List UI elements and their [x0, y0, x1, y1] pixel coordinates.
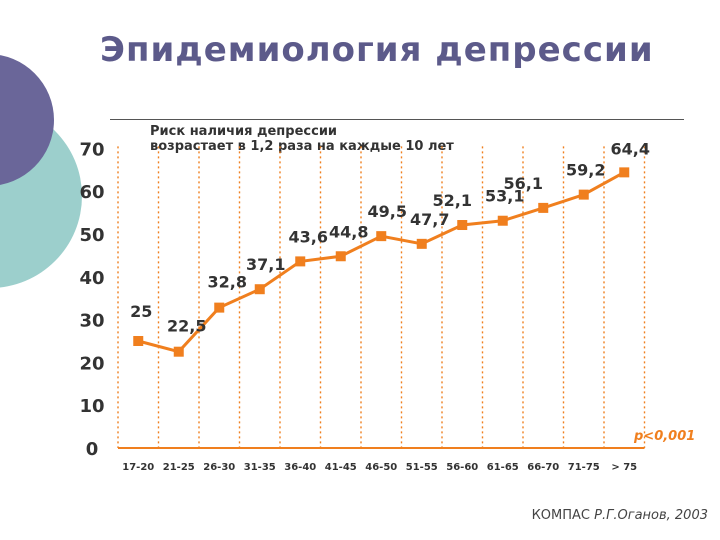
- y-tick-label: 0: [86, 439, 99, 460]
- annotation-line-2: возрастает в 1,2 раза на каждые 10 лет: [150, 139, 454, 154]
- x-tick-label: 51-55: [406, 462, 438, 473]
- data-point-marker: [538, 202, 549, 213]
- data-label: 53,1: [485, 187, 524, 206]
- data-point-marker: [497, 215, 508, 226]
- x-tick-label: 36-40: [284, 462, 316, 473]
- x-tick-label: 21-25: [163, 462, 195, 473]
- data-label: 52,1: [433, 191, 472, 210]
- data-point-marker: [376, 231, 387, 242]
- x-tick-label: 26-30: [203, 462, 235, 473]
- y-tick-label: 60: [79, 182, 104, 203]
- x-tick-label: 41-45: [325, 462, 357, 473]
- series-line: [137, 171, 625, 354]
- x-tick-label: 66-70: [527, 462, 559, 473]
- y-tick-label: 10: [79, 396, 104, 417]
- y-tick-label: 50: [79, 225, 104, 246]
- data-point-marker: [214, 302, 225, 313]
- data-label: 22,5: [167, 317, 206, 336]
- x-tick-label: > 75: [611, 462, 637, 473]
- x-tick-label: 31-35: [244, 462, 276, 473]
- x-tick-label: 61-65: [487, 462, 519, 473]
- data-point-marker: [335, 251, 346, 262]
- data-label: 47,7: [410, 210, 449, 229]
- source-prefix: КОМПАС: [531, 508, 591, 523]
- data-label: 32,8: [208, 273, 247, 292]
- data-label: 37,1: [246, 255, 285, 274]
- data-label: 56,1: [504, 174, 543, 193]
- annotation-line-1: Риск наличия депрессии: [150, 124, 338, 139]
- data-label: 64,4: [611, 139, 650, 158]
- y-tick-label: 70: [79, 139, 104, 160]
- data-label: 43,6: [289, 227, 328, 246]
- data-label: 44,8: [329, 222, 368, 241]
- source-citation: КОМПАС Р.Г.Оганов, 2003: [532, 508, 708, 523]
- data-point-marker: [457, 220, 468, 231]
- data-point-marker: [416, 238, 427, 249]
- data-label: 25: [130, 302, 152, 321]
- data-point-marker: [619, 167, 630, 178]
- x-tick-label: 71-75: [568, 462, 600, 473]
- data-label: 59,2: [566, 161, 605, 180]
- page-title: Эпидемиология депрессии: [100, 30, 654, 70]
- data-point-marker: [295, 256, 306, 267]
- data-point-marker: [173, 346, 184, 357]
- source-author: Р.Г.Оганов, 2003: [594, 508, 708, 523]
- data-point-marker: [133, 336, 144, 346]
- p-value-label: p<0,001: [634, 429, 696, 444]
- title-divider: [110, 119, 684, 120]
- purple-circle: [0, 55, 54, 185]
- data-point-marker: [254, 284, 265, 295]
- x-tick-label: 46-50: [365, 462, 397, 473]
- x-tick-label: 56-60: [446, 462, 478, 473]
- data-point-marker: [578, 189, 589, 200]
- y-tick-label: 30: [79, 311, 104, 332]
- x-tick-label: 17-20: [122, 462, 154, 473]
- chart-annotation: Риск наличия депрессии возрастает в 1,2 …: [150, 124, 470, 154]
- y-tick-label: 40: [79, 268, 104, 289]
- data-label: 49,5: [368, 202, 407, 221]
- y-tick-label: 20: [79, 353, 104, 374]
